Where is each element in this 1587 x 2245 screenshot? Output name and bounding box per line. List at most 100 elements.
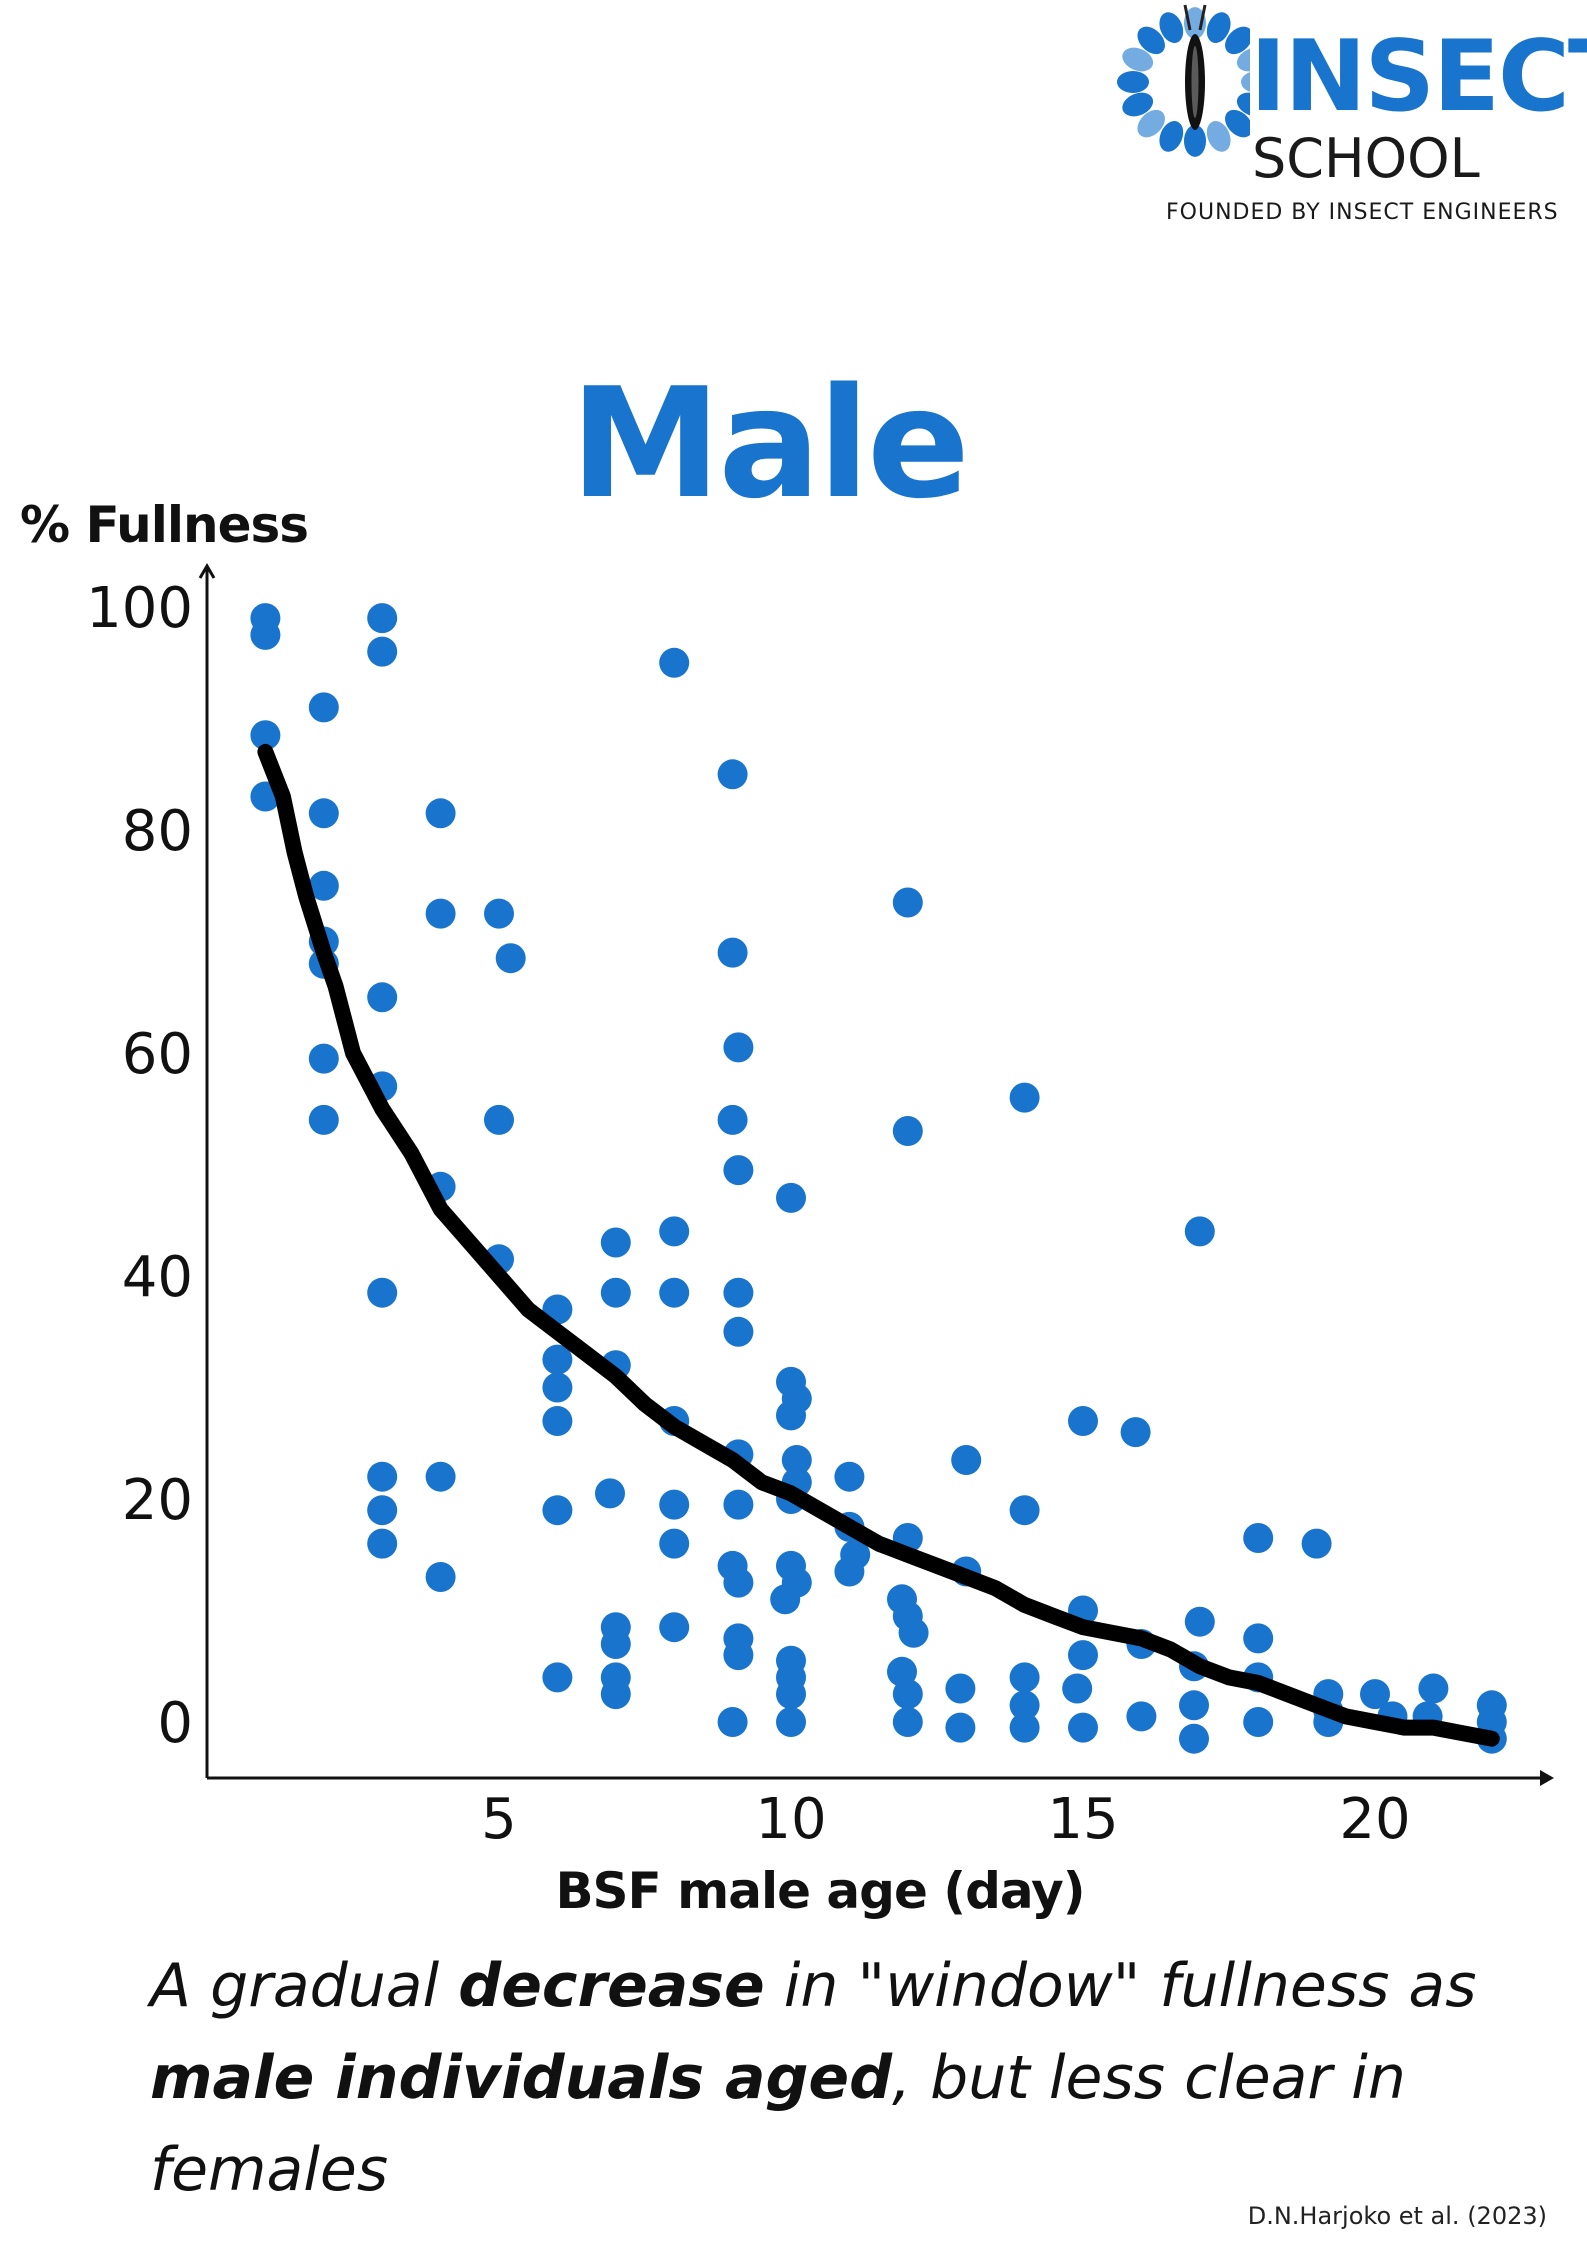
data-point [1126,1701,1157,1732]
caption-part-3: , but less clear in females [150,2043,1406,2205]
logo-subtitle: SCHOOL [1252,127,1480,190]
data-point [723,1316,754,1347]
data-point [723,1489,754,1520]
data-point [1009,1690,1040,1721]
data-point [898,1617,929,1648]
data-point [776,1182,806,1213]
data-point [367,603,398,634]
data-point [781,1445,812,1475]
data-point [600,1629,631,1659]
data-point [717,759,748,790]
data-point [1120,1417,1151,1448]
x-axis-arrow-icon [1540,1770,1554,1786]
data-point [659,1277,690,1308]
data-point [600,1277,631,1308]
data-point [776,1707,806,1737]
data-point [542,1344,573,1375]
data-point [308,1043,339,1074]
axes [198,563,1554,1786]
y-tick-label: 0 [157,1691,193,1756]
data-point [600,1679,631,1710]
data-point [1009,1082,1040,1113]
data-point [484,898,514,929]
data-point [367,1461,398,1492]
insect-school-logo [1090,0,1587,230]
logo-wordmark: INSECT [1250,20,1587,134]
data-point [425,798,456,829]
data-point [1418,1673,1449,1704]
caption: A gradual decrease in "window" fullness … [150,1940,1570,2216]
emblem-petal [1206,12,1231,43]
data-point [1179,1723,1209,1754]
emblem-petal [1159,121,1184,152]
data-point [1062,1673,1093,1704]
trend-line [257,743,1500,1747]
data-point [951,1445,982,1475]
data-point [659,1612,690,1643]
y-tick-label: 60 [122,1022,193,1087]
y-tick-label: 40 [122,1245,193,1310]
data-point [1184,1606,1215,1637]
data-point [484,1104,514,1135]
y-axis-label: % Fullness [20,496,309,554]
y-tick-label: 20 [122,1468,193,1533]
data-point [1184,1216,1215,1247]
logo-tagline: FOUNDED BY INSECT ENGINEERS [1166,200,1559,225]
data-point [717,1707,748,1737]
butterfly-emblem-icon [1117,4,1250,157]
data-point [892,887,923,918]
emblem-petal [1241,71,1250,93]
data-point [542,1495,573,1526]
emblem-petal [1236,47,1250,72]
y-tick-label: 100 [86,576,193,641]
data-point [425,898,456,929]
data-point [308,798,339,829]
data-point [945,1673,976,1704]
data-point [1068,1712,1098,1743]
citation: D.N.Harjoko et al. (2023) [1247,2202,1547,2230]
data-point [723,1155,754,1186]
data-point [308,692,339,723]
data-point [1009,1495,1040,1526]
data-point [1243,1523,1274,1553]
data-point [1301,1528,1332,1559]
y-axis-arrow-icon [198,563,216,579]
data-point [834,1556,865,1587]
data-points [250,603,1507,1754]
x-tick-label: 20 [1339,1787,1410,1852]
data-point [1179,1690,1209,1721]
caption-part-2: in "window" fullness as [764,1951,1477,2021]
emblem-petal [1206,121,1231,152]
data-point [776,1679,806,1710]
data-point [495,943,526,974]
data-point [723,1277,754,1308]
data-point [717,1104,748,1135]
data-point [659,1216,690,1247]
data-point [659,1528,690,1559]
data-point [945,1712,976,1743]
tick-labels: 0 20 40 60 80 100 5 10 15 20 [86,576,1411,1852]
emblem-petal [1184,7,1206,40]
data-point [367,636,398,667]
data-point [308,1104,339,1135]
data-point [308,870,339,901]
data-point [1243,1707,1274,1737]
data-point [542,1372,573,1403]
data-point [834,1461,865,1492]
emblem-petal [1117,71,1149,93]
emblem-petal [1184,124,1206,157]
x-tick-label: 5 [481,1787,517,1852]
data-point [600,1227,631,1258]
data-point [892,1707,923,1737]
data-point [367,982,398,1013]
emblem-petal [1159,12,1184,43]
data-point [723,1567,754,1598]
data-point [659,647,690,678]
data-point [1009,1712,1040,1743]
emblem-petal [1137,109,1165,138]
x-axis-label: BSF male age (day) [555,1862,1085,1920]
data-point [723,1640,754,1671]
data-point [250,720,281,751]
emblem-petal [1137,26,1165,55]
data-point [1360,1679,1390,1710]
